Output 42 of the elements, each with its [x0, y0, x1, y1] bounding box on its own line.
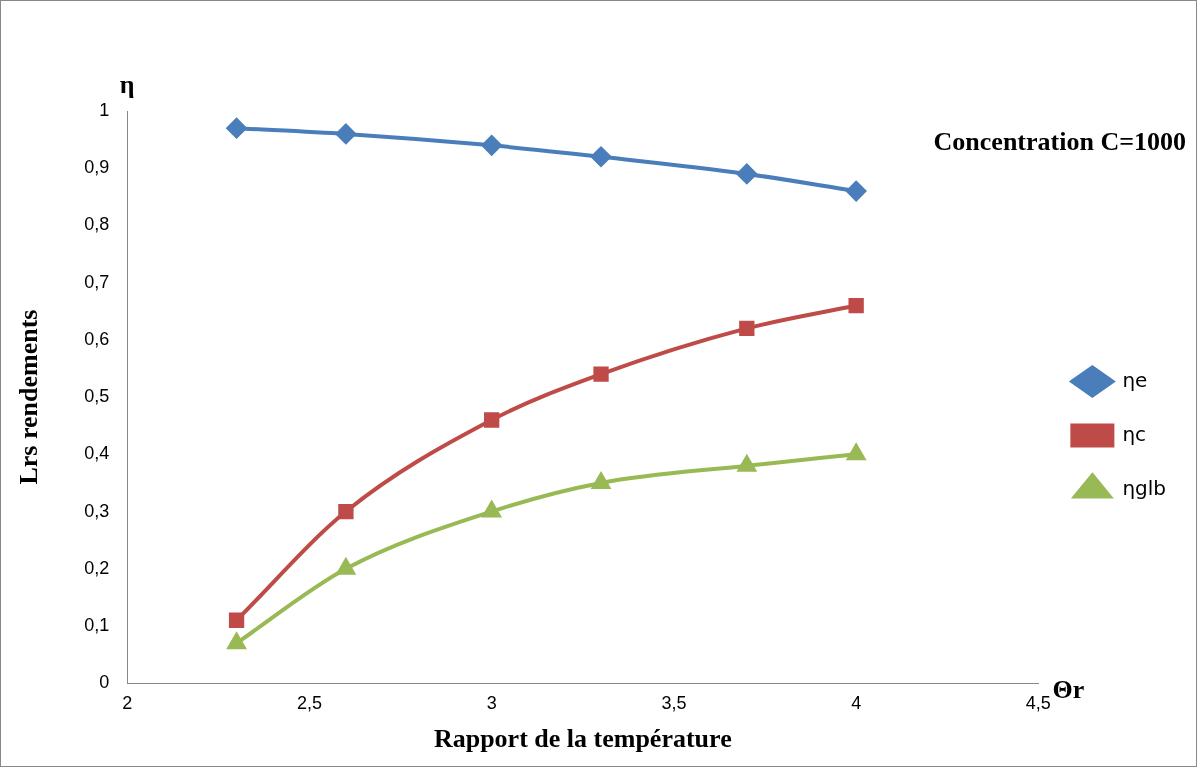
point	[592, 472, 610, 489]
x-tick-label: 2	[122, 692, 133, 713]
legend-label: ηc	[1122, 421, 1147, 446]
annotation: Concentration C=1000	[933, 126, 1186, 156]
point	[226, 118, 247, 139]
point	[228, 612, 245, 628]
point	[593, 366, 609, 382]
point	[847, 444, 866, 461]
y-tick-label: 0	[99, 672, 110, 693]
text: Θr	[1052, 674, 1085, 704]
legend-label: ηglb	[1122, 475, 1166, 500]
x-axis-title: Rapport de la température	[433, 724, 732, 754]
y-tick-label: 0,5	[84, 386, 110, 407]
y-tick-label: 1	[99, 99, 110, 120]
y-tick-label: 0,7	[84, 271, 110, 292]
y-tick-label: 0,3	[84, 500, 110, 521]
point	[591, 146, 612, 167]
y-tick-label: 0,4	[84, 443, 110, 464]
point	[335, 123, 356, 144]
y-tick-label: 0,2	[84, 557, 110, 578]
x-tick-label: 3	[486, 692, 497, 713]
legend-label: ηe	[1122, 367, 1148, 392]
x-tick-label: 4,5	[1025, 692, 1051, 713]
point	[739, 320, 755, 337]
text: η	[119, 69, 135, 99]
y-tick-label: 0,8	[84, 214, 110, 235]
x-tick-label: 4	[851, 692, 862, 713]
point	[484, 412, 500, 428]
y-tick-label: 0,1	[84, 614, 110, 635]
x-tick-label: 3,5	[661, 692, 687, 713]
point	[338, 503, 354, 520]
point	[481, 135, 502, 156]
point	[227, 633, 246, 650]
point	[848, 297, 864, 314]
point	[846, 181, 867, 202]
x-tick-label: 2,5	[296, 692, 322, 713]
y-tick-label: 0,9	[84, 157, 110, 178]
point	[736, 163, 757, 184]
point	[481, 499, 502, 518]
y-axis-title: Lrs rendements	[14, 309, 44, 485]
point	[336, 556, 357, 575]
y-tick-label: 0,6	[84, 328, 110, 349]
